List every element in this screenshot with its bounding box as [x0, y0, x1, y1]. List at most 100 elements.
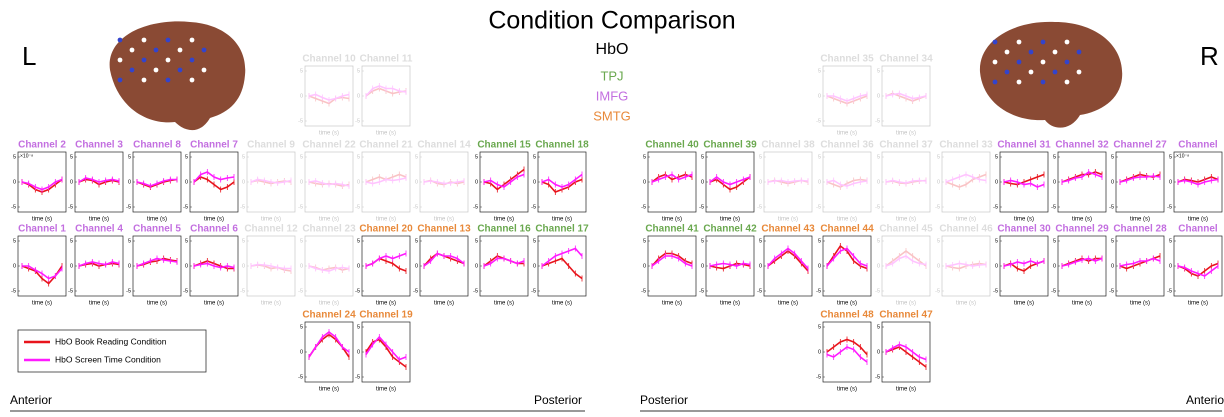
- y-tick-label: -5: [355, 374, 360, 380]
- y-tick-label: 5: [13, 154, 16, 160]
- y-tick-label: 5: [300, 238, 303, 244]
- optode: [1028, 69, 1034, 75]
- x-axis-label: time (s): [89, 301, 109, 307]
- panel-title: Channel 21: [359, 140, 413, 151]
- y-tick-label: 5: [128, 238, 131, 244]
- y-tick-label: -5: [298, 204, 303, 210]
- y-tick-label: 0: [759, 179, 762, 185]
- y-tick-label: 0: [128, 179, 131, 185]
- x-axis-label: time (s): [319, 387, 339, 393]
- panel-title: Channel 37: [879, 140, 933, 151]
- panel-title: Channel 42: [703, 224, 757, 235]
- y-tick-label: 5: [701, 238, 704, 244]
- plot-frame: [941, 151, 991, 213]
- y-tick-label: 0: [475, 263, 478, 269]
- y-tick-label: 5: [1111, 154, 1114, 160]
- x-axis-label: time (s): [896, 131, 916, 137]
- channel-panel: time (s) 5 0 -5: [1051, 235, 1107, 307]
- panel-title: Channel 45: [879, 224, 933, 235]
- y-tick-label: 0: [415, 263, 418, 269]
- y-tick-label: 0: [1169, 263, 1172, 269]
- y-tick-label: 5: [300, 324, 303, 330]
- channel-panel: time (s) 5 0 -5: [355, 235, 411, 307]
- x-axis-label: time (s): [147, 217, 167, 223]
- x-axis-label: time (s): [1072, 301, 1092, 307]
- y-tick-label: -5: [355, 288, 360, 294]
- channel-panel: time (s) 5 0 -5: [413, 235, 469, 307]
- channel-panel: time (s) 5 0 -5: [1167, 235, 1223, 307]
- y-tick-label: 0: [759, 263, 762, 269]
- x-axis-label: time (s): [376, 387, 396, 393]
- y-tick-label: 5: [995, 154, 998, 160]
- plot-frame: [419, 235, 469, 297]
- optode: [1052, 49, 1058, 55]
- channel-panel: time (s) 5 0 -5: [699, 235, 755, 307]
- y-tick-label: 5: [877, 324, 880, 330]
- plot-frame: [361, 65, 411, 127]
- y-tick-label: 0: [13, 263, 16, 269]
- channel-panel: time (s) 5 0 -5: [816, 235, 872, 307]
- channel-panel: time (s) 5 0 -5: [240, 235, 296, 307]
- panel-title: Channel 4: [75, 224, 123, 235]
- optode: [992, 59, 998, 65]
- plot-frame: [246, 235, 296, 297]
- y-tick-label: 5: [1053, 154, 1056, 160]
- y-tick-label: 5: [1053, 238, 1056, 244]
- channel-panel: time (s) 5 0 -5: [183, 151, 239, 223]
- series-line: [250, 264, 292, 272]
- plot-frame: [304, 235, 354, 297]
- panel-title: Channel 28: [1113, 224, 1167, 235]
- y-tick-label: -5: [126, 288, 131, 294]
- panel-title: Channel 9: [247, 140, 295, 151]
- y-tick-label: 5: [415, 238, 418, 244]
- channel-panel: time (s) 5 0 -5: [531, 235, 587, 307]
- brain-right: [979, 21, 1123, 128]
- plot-frame: [479, 235, 529, 297]
- y-tick-label: -5: [699, 204, 704, 210]
- region-label: TPJ: [600, 68, 623, 83]
- y-tick-label: 0: [357, 93, 360, 99]
- y-tick-label: 5: [128, 154, 131, 160]
- y-tick-label: 5: [475, 154, 478, 160]
- y-tick-label: 0: [1053, 263, 1056, 269]
- optode: [189, 57, 195, 63]
- channel-panel: time (s) 5 0 -5: [1109, 235, 1165, 307]
- brain-left: [109, 21, 246, 131]
- optode: [1004, 49, 1010, 55]
- y-tick-label: 5: [70, 238, 73, 244]
- y-tick-label: 0: [995, 179, 998, 185]
- y-tick-label: -5: [816, 288, 821, 294]
- channel-panel: time (s) 5 0 -5: [1051, 151, 1107, 223]
- panel-title: Channel 38: [761, 140, 815, 151]
- x-axis-label: time (s): [494, 301, 514, 307]
- panel-title: Channel 46: [939, 224, 993, 235]
- series-line: [423, 180, 465, 185]
- x-axis-label: time (s): [434, 217, 454, 223]
- channel-panel: ×10⁻⁸ time (s) 5 0 -5: [11, 151, 67, 223]
- optode: [1004, 69, 1010, 75]
- y-tick-label: 5: [13, 238, 16, 244]
- plot-frame: [304, 65, 354, 127]
- y-tick-label: 0: [1111, 263, 1114, 269]
- optode: [1064, 59, 1070, 65]
- optode: [1064, 79, 1070, 85]
- plot-frame: [361, 151, 411, 213]
- y-tick-label: -5: [413, 288, 418, 294]
- x-axis-label: time (s): [1014, 301, 1034, 307]
- panel-title: Channel 12: [244, 224, 298, 235]
- y-tick-label: -5: [816, 204, 821, 210]
- panel-title: Channel 13: [417, 224, 471, 235]
- y-tick-label: 0: [300, 263, 303, 269]
- y-tick-label: 5: [1111, 238, 1114, 244]
- channel-panel: time (s) 5 0 -5: [473, 151, 529, 223]
- optode: [992, 79, 998, 85]
- optode-grid: [117, 37, 1082, 85]
- channel-panel: time (s) 5 0 -5: [875, 65, 931, 137]
- y-tick-label: -5: [1051, 204, 1056, 210]
- channel-panel: time (s) 5 0 -5: [355, 151, 411, 223]
- direction-label: Anterior: [10, 393, 52, 407]
- y-tick-label: 5: [357, 238, 360, 244]
- series-line: [826, 179, 868, 187]
- optode: [177, 67, 183, 73]
- y-tick-label: -5: [11, 204, 16, 210]
